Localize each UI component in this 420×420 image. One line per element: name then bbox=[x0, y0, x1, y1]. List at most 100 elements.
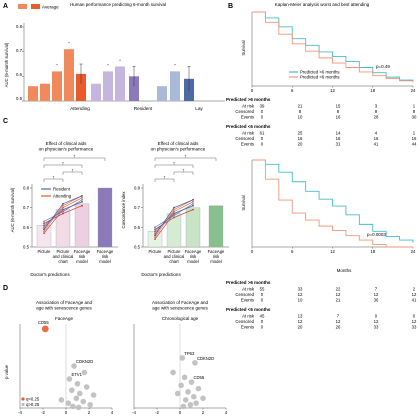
panel-c-bracket bbox=[173, 171, 194, 175]
panel-c-sig: † bbox=[74, 155, 76, 159]
panel-d-gene-label: CD55 bbox=[38, 320, 49, 325]
panel-c-participant-dot bbox=[62, 210, 64, 213]
panel-c-category-label: Picture bbox=[37, 249, 51, 254]
panel-c-participant-dot bbox=[154, 234, 156, 237]
panel-c-participant-dot bbox=[154, 226, 156, 229]
panel-d-point bbox=[181, 374, 188, 381]
risk-cell: 26 bbox=[336, 325, 341, 330]
panel-c-bracket bbox=[154, 164, 194, 168]
km-xtick-label: 12 bbox=[330, 88, 335, 93]
panel-d-point bbox=[193, 400, 199, 406]
panel-d-gene-label: CD55 bbox=[194, 375, 205, 380]
panel-c-participant-dot bbox=[173, 212, 175, 215]
panel-c-participant-dot bbox=[62, 202, 64, 205]
panel-d-point bbox=[179, 355, 186, 361]
legend-dot-q2 bbox=[21, 402, 25, 407]
panel-c-participant-dot bbox=[173, 214, 175, 217]
panel-c-category-label: Picture bbox=[56, 249, 70, 254]
risk-cell: 0 bbox=[261, 319, 264, 324]
risk-row-label: Censored bbox=[235, 109, 254, 114]
km-xtick-label: 0 bbox=[251, 249, 254, 254]
panel-d-xtick-label: -2 bbox=[155, 410, 159, 415]
panel-b: Kaplan-Meier analysis worst and best att… bbox=[226, 2, 417, 330]
panel-d-point bbox=[191, 393, 197, 400]
risk-cell: 20 bbox=[298, 325, 303, 330]
panel-d-xtick-label: 0 bbox=[179, 410, 182, 415]
panel-c-ytick-label: 0.7 bbox=[23, 205, 30, 210]
panel-d-point bbox=[66, 376, 73, 382]
panel-d-point bbox=[74, 380, 81, 387]
panel-c-ytick-label: 0.6 bbox=[23, 225, 30, 230]
risk-cell: 13 bbox=[298, 314, 303, 319]
panel-c-category-label: chart bbox=[58, 259, 68, 264]
panel-a-bar bbox=[28, 86, 38, 101]
panel-d-point bbox=[178, 382, 184, 389]
panel-a-bar bbox=[76, 73, 86, 101]
risk-cell: 1 bbox=[413, 131, 416, 136]
panel-d-point bbox=[185, 389, 191, 395]
panel-d-point bbox=[58, 397, 65, 403]
panel-c-right-group: Doctor's predictions bbox=[141, 272, 181, 277]
risk-row-label: Events bbox=[241, 142, 254, 147]
risk-cell: 41 bbox=[374, 142, 379, 147]
panel-c-ytick-label: 0.6 bbox=[134, 225, 141, 230]
legend-label-attending: Attending bbox=[53, 194, 72, 199]
panel-d-point bbox=[174, 390, 181, 397]
risk-cell: 16 bbox=[336, 136, 341, 141]
panel-d-gene-label: CDKN2D bbox=[197, 356, 214, 361]
panel-c-participant-dot bbox=[43, 230, 45, 233]
km-curve-top-1 bbox=[252, 11, 414, 83]
panel-a-group-resident: Resident bbox=[134, 106, 153, 111]
panel-a-sig-mark: * bbox=[174, 63, 176, 68]
panel-b-title: Kaplan-Meier analysis worst and best att… bbox=[275, 2, 370, 7]
panel-d-point bbox=[192, 359, 198, 366]
panel-c-category-label: and clinical bbox=[53, 254, 74, 259]
panel-c-category-label: risk bbox=[213, 254, 220, 259]
panel-d-right-title-1: Association of FaceAge and age with senes… bbox=[152, 300, 209, 311]
panel-d-point bbox=[80, 398, 87, 405]
risk-cell: 0 bbox=[261, 298, 264, 303]
panel-c-category-label: Picture bbox=[148, 249, 162, 254]
risk-cell: 33 bbox=[298, 287, 303, 292]
risk-cell: 4 bbox=[375, 131, 378, 136]
panel-a-sig-mark: * bbox=[107, 63, 109, 68]
panel-d-xtick-label: -2 bbox=[41, 410, 45, 415]
panel-c-ytick-label: 0.5 bbox=[134, 245, 141, 250]
risk-cell: 7 bbox=[375, 287, 378, 292]
risk-cell: 61 bbox=[260, 131, 265, 136]
panel-c-category-label: model bbox=[99, 259, 110, 264]
risk-cell: 12 bbox=[336, 292, 341, 297]
legend-swatch-1 bbox=[18, 4, 27, 9]
risk-table-title: Predicted <6 months bbox=[226, 124, 271, 129]
panel-d-xtick-label: 4 bbox=[225, 410, 228, 415]
panel-d-right-subtitle: Chronological age bbox=[162, 316, 199, 321]
panel-c-category-label: FaceAge bbox=[185, 249, 202, 254]
panel-c-category-label: and clinical bbox=[164, 254, 185, 259]
panel-d-point bbox=[83, 384, 90, 390]
panel-c: Effect of clinical aids on physician's pe… bbox=[10, 141, 229, 277]
panel-d-point bbox=[81, 369, 88, 376]
legend-swatch-2 bbox=[31, 4, 40, 9]
panel-c-participant-dot bbox=[173, 216, 175, 219]
risk-cell: 0 bbox=[375, 314, 378, 319]
risk-cell: 10 bbox=[298, 115, 303, 120]
risk-cell: 0 bbox=[261, 325, 264, 330]
panel-c-participant-dot bbox=[81, 200, 83, 203]
p-value-bottom: p=0.0003 bbox=[367, 232, 386, 237]
risk-cell: 2 bbox=[413, 287, 416, 292]
panel-d-point bbox=[187, 401, 194, 408]
risk-cell: 15 bbox=[336, 104, 341, 109]
risk-cell: 14 bbox=[336, 131, 341, 136]
panel-d-xtick-label: -4 bbox=[18, 410, 22, 415]
panel-c-participant-dot bbox=[81, 204, 83, 207]
risk-cell: 33 bbox=[412, 325, 417, 330]
panel-a-bar bbox=[64, 49, 74, 101]
panel-c-bar bbox=[208, 205, 224, 248]
panel-a-sig-mark: * bbox=[56, 63, 58, 68]
risk-row-label: Censored bbox=[235, 136, 254, 141]
panel-a-bar bbox=[91, 83, 101, 101]
panel-c-category-label: FaceAge bbox=[97, 249, 114, 254]
panel-c-participant-dot bbox=[62, 212, 64, 215]
panel-c-participant-dot bbox=[154, 232, 156, 235]
panel-d-point bbox=[73, 395, 80, 402]
